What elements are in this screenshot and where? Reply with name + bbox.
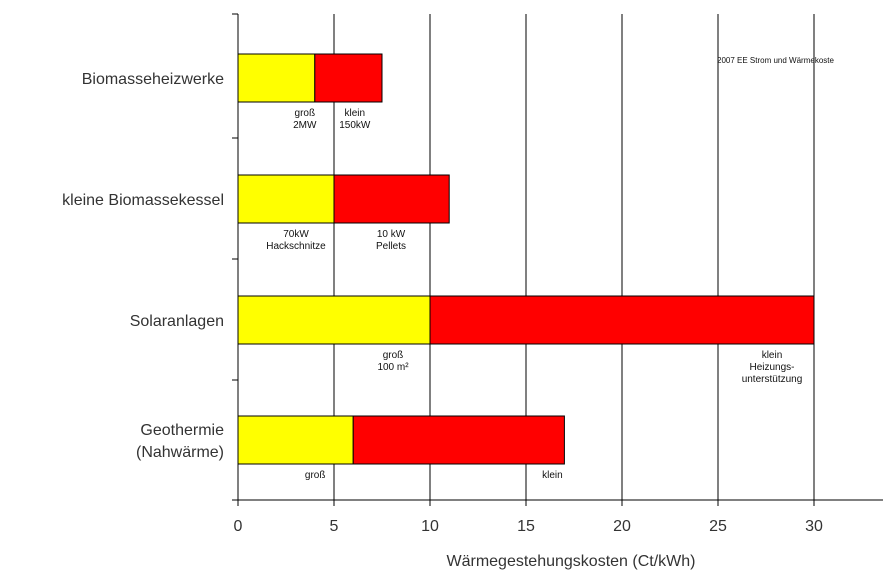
category-label-3: (Nahwärme) [136,444,224,461]
x-tick-label-30: 30 [805,518,823,535]
x-tick-label-25: 25 [709,518,727,535]
low-annotation-2: groß [383,350,404,361]
high-annotation-0: klein [345,108,366,119]
bar-low-3 [237,415,354,465]
high-annotation-0: 150kW [339,120,371,131]
high-annotation-3: klein [542,470,563,481]
low-annotation-2: 100 m² [377,362,409,373]
low-annotation-3: groß [305,470,326,481]
x-tick-label-5: 5 [330,518,339,535]
bar-high-3 [352,415,565,465]
category-label-1: kleine Biomassekessel [62,192,224,209]
high-annotation-1: Pellets [376,241,406,252]
bar-low-0 [237,53,316,103]
x-tick-label-0: 0 [234,518,243,535]
high-annotation-2: Heizungs- [749,362,794,373]
low-annotation-0: groß [295,108,316,119]
low-annotation-1: 70kW [283,229,309,240]
bar-high-0 [314,53,383,103]
low-annotation-0: 2MW [293,120,317,131]
category-label-0: Biomasseheizwerke [82,71,224,88]
chart-note: 2007 EE Strom und Wärmekoste [717,56,834,65]
bar-high-1 [333,174,450,224]
high-annotation-2: klein [762,350,783,361]
bar-low-2 [237,295,431,345]
high-annotation-1: 10 kW [377,229,406,240]
x-tick-label-15: 15 [517,518,535,535]
bar-high-2 [429,295,815,345]
bar-low-1 [237,174,335,224]
high-annotation-2: unterstützung [742,374,803,385]
x-tick-label-20: 20 [613,518,631,535]
category-label-3: Geothermie [140,422,224,439]
x-axis-title: Wärmegestehungskosten (Ct/kWh) [447,553,696,570]
x-tick-label-10: 10 [421,518,439,535]
low-annotation-1: Hackschnitze [266,241,326,252]
category-label-2: Solaranlagen [130,313,224,330]
